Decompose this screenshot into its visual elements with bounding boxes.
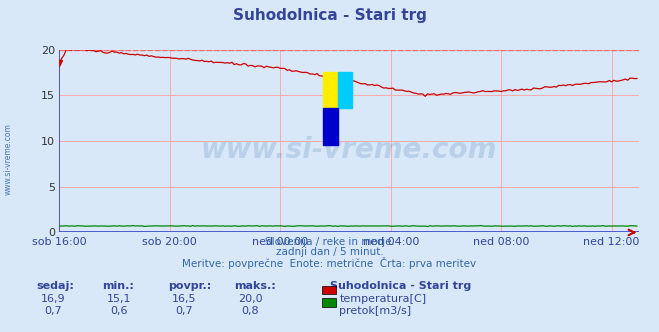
Text: Suhodolnica - Stari trg: Suhodolnica - Stari trg [330,281,471,290]
Text: pretok[m3/s]: pretok[m3/s] [339,306,411,316]
Text: povpr.:: povpr.: [168,281,212,290]
Text: 16,5: 16,5 [172,294,197,304]
Text: Meritve: povprečne  Enote: metrične  Črta: prva meritev: Meritve: povprečne Enote: metrične Črta:… [183,257,476,269]
Text: www.si-vreme.com: www.si-vreme.com [201,136,498,164]
Text: 20,0: 20,0 [238,294,263,304]
Text: 0,7: 0,7 [176,306,193,316]
Bar [323,72,337,108]
Text: 0,6: 0,6 [110,306,127,316]
Text: min.:: min.: [102,281,134,290]
Text: 16,9: 16,9 [40,294,65,304]
Text: maks.:: maks.: [234,281,275,290]
Text: 0,7: 0,7 [44,306,61,316]
Text: temperatura[C]: temperatura[C] [339,294,426,304]
Text: 15,1: 15,1 [106,294,131,304]
Text: zadnji dan / 5 minut.: zadnji dan / 5 minut. [275,247,384,257]
Text: 0,8: 0,8 [242,306,259,316]
Text: sedaj:: sedaj: [36,281,74,290]
Text: Suhodolnica - Stari trg: Suhodolnica - Stari trg [233,8,426,23]
Text: www.si-vreme.com: www.si-vreme.com [3,124,13,195]
Text: Slovenija / reke in morje.: Slovenija / reke in morje. [264,237,395,247]
Bar [337,72,352,108]
Bar [323,108,337,145]
